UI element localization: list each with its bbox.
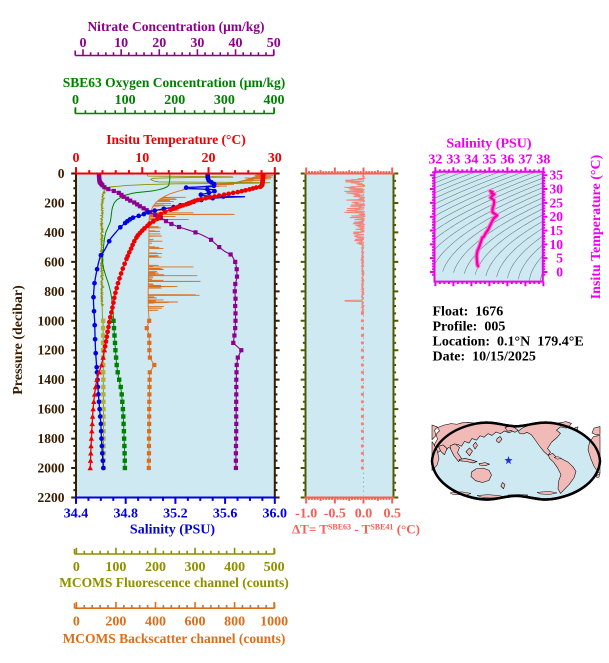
svg-text:200: 200 [145, 560, 166, 575]
svg-text:800: 800 [44, 284, 65, 299]
svg-text:400: 400 [145, 615, 166, 630]
svg-text:35: 35 [482, 153, 496, 168]
svg-text:15: 15 [550, 223, 564, 238]
svg-text:10: 10 [114, 36, 128, 51]
svg-text:400: 400 [44, 225, 65, 240]
svg-text:2000: 2000 [38, 461, 65, 476]
svg-text:1200: 1200 [38, 343, 65, 358]
svg-text:200: 200 [164, 93, 185, 108]
svg-text:37: 37 [518, 153, 532, 168]
svg-text:2200: 2200 [38, 490, 65, 505]
svg-text:600: 600 [185, 615, 206, 630]
svg-text:40: 40 [229, 36, 243, 51]
svg-text:0: 0 [58, 166, 65, 181]
svg-text:Salinity (PSU): Salinity (PSU) [446, 137, 532, 152]
svg-text:-0.5: -0.5 [324, 507, 346, 522]
svg-text:35.2: 35.2 [163, 507, 188, 522]
svg-text:35.6: 35.6 [213, 507, 238, 522]
svg-text:35: 35 [550, 168, 564, 183]
svg-text:20: 20 [550, 209, 564, 224]
svg-text:Pressure (decibar): Pressure (decibar) [11, 285, 26, 395]
svg-text:50: 50 [267, 36, 281, 51]
svg-text:36: 36 [500, 153, 514, 168]
svg-text:-1.0: -1.0 [295, 507, 317, 522]
svg-text:ΔT= TSBE63 - TSBE41 (°C): ΔT= TSBE63 - TSBE41 (°C) [292, 522, 420, 537]
svg-text:36.0: 36.0 [263, 507, 288, 522]
svg-text:Insitu Temperature (°C): Insitu Temperature (°C) [589, 154, 604, 299]
svg-text:Float: 1676: Float: 1676 [433, 305, 504, 320]
svg-text:30: 30 [550, 182, 564, 197]
svg-text:400: 400 [224, 560, 245, 575]
svg-text:300: 300 [185, 560, 206, 575]
svg-text:MCOMS Backscatter channel (cou: MCOMS Backscatter channel (counts) [63, 631, 286, 646]
svg-text:0: 0 [73, 560, 80, 575]
svg-text:33: 33 [446, 153, 460, 168]
svg-text:500: 500 [264, 560, 285, 575]
svg-text:Location: 0.1°N 179.4°E: Location: 0.1°N 179.4°E [433, 335, 584, 350]
svg-text:25: 25 [550, 195, 564, 210]
svg-text:34.8: 34.8 [113, 507, 138, 522]
svg-text:10: 10 [550, 237, 564, 252]
svg-text:1800: 1800 [38, 431, 65, 446]
svg-text:800: 800 [224, 615, 245, 630]
svg-text:10: 10 [135, 151, 149, 166]
svg-text:34.4: 34.4 [64, 507, 89, 522]
svg-text:1000: 1000 [260, 615, 288, 630]
svg-text:MCOMS Fluorescence channel (co: MCOMS Fluorescence channel (counts) [59, 575, 289, 590]
svg-text:0: 0 [80, 36, 87, 51]
svg-text:0.5: 0.5 [383, 507, 401, 522]
svg-text:0: 0 [556, 265, 563, 280]
svg-text:0.0: 0.0 [355, 507, 373, 522]
svg-text:34: 34 [464, 153, 478, 168]
svg-text:300: 300 [214, 93, 235, 108]
svg-text:1000: 1000 [38, 313, 65, 328]
svg-text:20: 20 [202, 151, 216, 166]
svg-text:0: 0 [73, 151, 80, 166]
svg-text:20: 20 [152, 36, 166, 51]
svg-text:Profile: 005: Profile: 005 [433, 320, 506, 335]
svg-text:5: 5 [556, 251, 563, 266]
svg-text:0: 0 [72, 93, 79, 108]
svg-text:SBE63 Oxygen Concentration (μm: SBE63 Oxygen Concentration (μm/kg) [63, 75, 286, 90]
svg-text:Nitrate Concentration (μm/kg): Nitrate Concentration (μm/kg) [87, 19, 264, 34]
svg-text:200: 200 [105, 615, 126, 630]
svg-text:200: 200 [44, 196, 65, 211]
svg-text:0: 0 [73, 615, 80, 630]
svg-text:Salinity (PSU): Salinity (PSU) [130, 523, 216, 538]
svg-text:Insitu Temperature (°C): Insitu Temperature (°C) [106, 132, 245, 147]
svg-text:100: 100 [115, 93, 136, 108]
svg-text:400: 400 [264, 93, 285, 108]
svg-text:30: 30 [268, 151, 282, 166]
svg-text:1600: 1600 [38, 402, 65, 417]
svg-text:1400: 1400 [38, 372, 65, 387]
svg-text:Date: 10/15/2025: Date: 10/15/2025 [433, 350, 536, 365]
svg-text:30: 30 [190, 36, 204, 51]
svg-text:600: 600 [44, 254, 65, 269]
svg-text:38: 38 [536, 153, 550, 168]
svg-text:32: 32 [428, 153, 442, 168]
svg-text:100: 100 [105, 560, 126, 575]
